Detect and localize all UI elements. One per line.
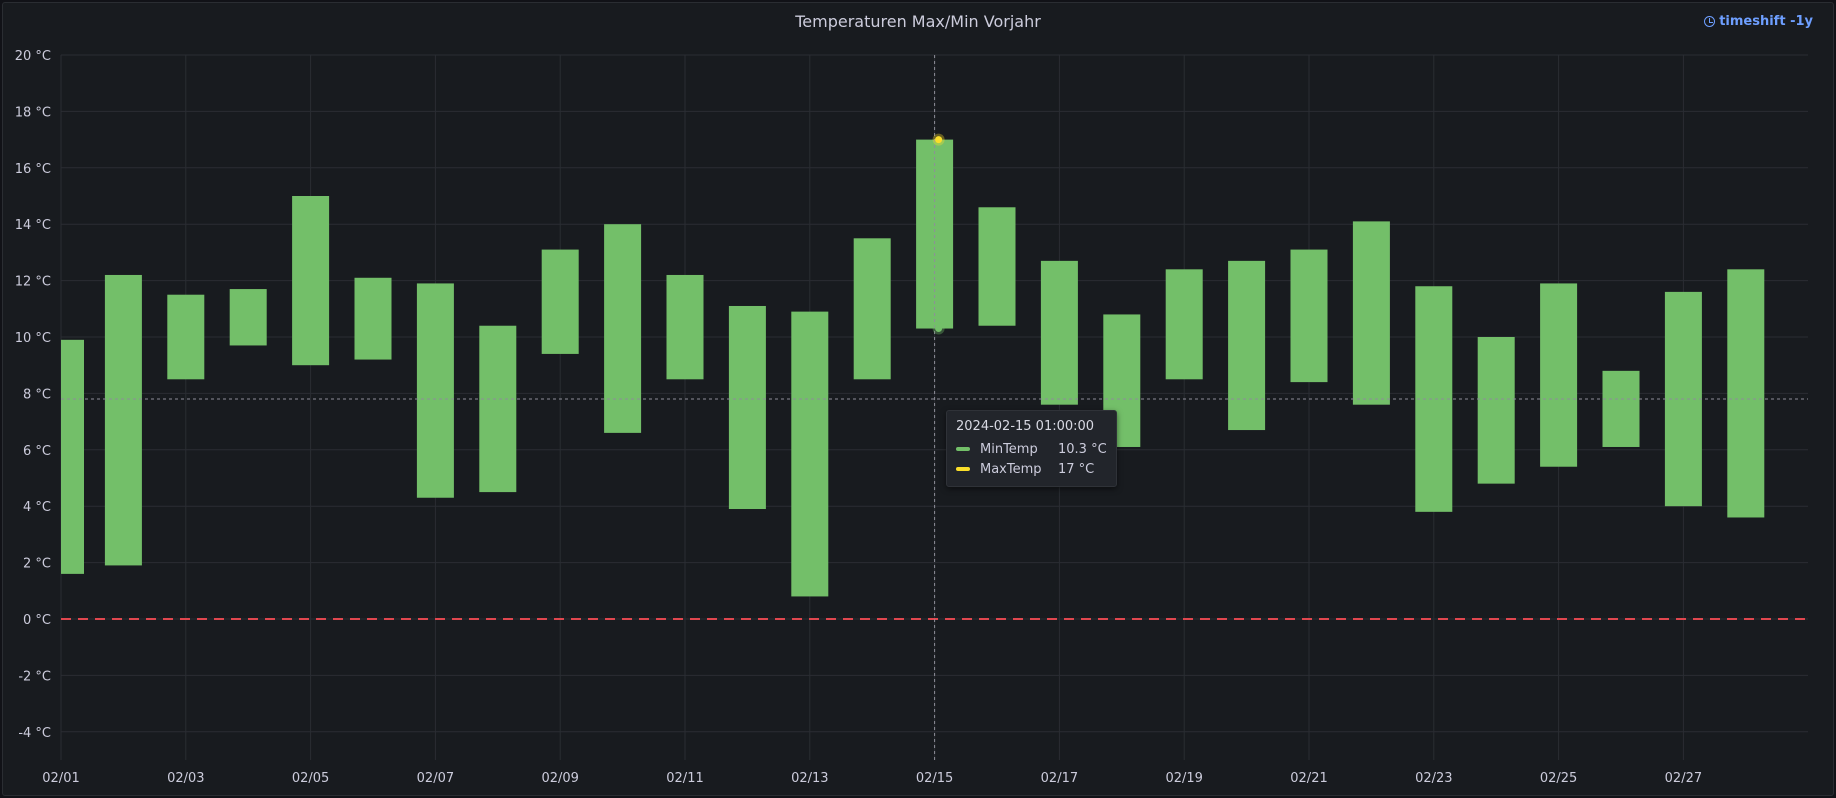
y-axis: -4 °C -2 °C 0 °C 2 °C 4 °C 6 °C 8 °C 10 °C 12 °C… — [15, 49, 51, 741]
timeshift-indicator: timeshift -1y — [1704, 14, 1813, 29]
temp-range-bar[interactable] — [229, 289, 267, 346]
y-tick-label: 12 °C — [15, 275, 51, 290]
y-tick-label: 0 °C — [23, 613, 51, 628]
series-swatch — [956, 447, 970, 451]
x-tick-label: 02/13 — [791, 771, 828, 786]
y-tick-label: -4 °C — [18, 726, 51, 741]
x-tick-label: 02/23 — [1415, 771, 1452, 786]
x-tick-label: 02/17 — [1041, 771, 1078, 786]
tooltip-series-value: 17 °C — [1058, 461, 1095, 477]
clock-icon — [1704, 16, 1716, 27]
panel-title: Temperaturen Max/Min Vorjahr — [795, 12, 1041, 31]
temp-range-bar[interactable] — [1165, 269, 1203, 380]
tooltip-time: 2024-02-15 01:00:00 — [956, 419, 1095, 434]
min-point — [935, 325, 943, 333]
temp-range-bar[interactable] — [167, 294, 205, 380]
y-tick-label: 6 °C — [23, 444, 51, 459]
x-tick-label: 02/25 — [1540, 771, 1577, 786]
series-swatch — [956, 467, 970, 471]
temp-range-bar[interactable] — [728, 305, 766, 510]
x-tick-label: 02/09 — [541, 771, 578, 786]
temp-range-bar[interactable] — [416, 283, 454, 498]
x-tick-label: 02/27 — [1665, 771, 1702, 786]
tooltip-row-max: MaxTemp 17 °C — [956, 459, 1107, 479]
timeshift-label: timeshift -1y — [1719, 14, 1813, 29]
temp-range-bar[interactable] — [1602, 370, 1640, 447]
y-tick-label: 2 °C — [23, 557, 51, 572]
temp-range-bar[interactable] — [61, 339, 84, 574]
temp-range-bar[interactable] — [1352, 221, 1390, 405]
x-axis: 02/01 02/03 02/05 02/07 02/09 02/11 02/13 02/15… — [42, 771, 1702, 786]
x-tick-label: 02/05 — [292, 771, 329, 786]
temp-range-bar[interactable] — [104, 274, 142, 566]
tooltip-series-value: 10.3 °C — [1058, 441, 1107, 457]
temp-range-bar[interactable] — [479, 325, 517, 493]
y-tick-label: 4 °C — [23, 500, 51, 515]
temp-range-bar[interactable] — [604, 224, 642, 433]
temp-range-bar[interactable] — [1477, 337, 1515, 484]
x-tick-label: 02/15 — [916, 771, 953, 786]
y-tick-label: 10 °C — [15, 331, 51, 346]
x-tick-label: 02/07 — [417, 771, 454, 786]
temp-range-bar[interactable] — [666, 274, 704, 380]
x-tick-label: 02/11 — [666, 771, 703, 786]
bars-layer — [61, 139, 1765, 597]
temp-range-bar[interactable] — [1290, 249, 1328, 383]
x-tick-label: 02/21 — [1290, 771, 1327, 786]
temp-range-bar[interactable] — [853, 238, 891, 380]
x-tick-label: 02/01 — [42, 771, 79, 786]
temp-range-bar[interactable] — [292, 196, 330, 366]
hover-points-layer — [932, 133, 945, 335]
temp-range-bar[interactable] — [1540, 283, 1578, 467]
tooltip-series-label: MaxTemp — [980, 461, 1042, 477]
y-tick-label: 14 °C — [15, 218, 51, 233]
tooltip-series-label: MinTemp — [980, 441, 1038, 457]
temp-range-bar[interactable] — [1040, 260, 1078, 405]
x-tick-label: 02/19 — [1165, 771, 1202, 786]
y-tick-label: -2 °C — [18, 669, 51, 684]
temp-range-bar[interactable] — [1727, 269, 1765, 518]
temp-range-bar[interactable] — [354, 277, 392, 360]
temp-range-bar[interactable] — [916, 139, 954, 329]
y-tick-label: 16 °C — [15, 162, 51, 177]
temp-range-bar[interactable] — [541, 249, 579, 354]
tooltip-row-min: MinTemp 10.3 °C — [956, 439, 1107, 459]
temp-range-bar[interactable] — [1228, 260, 1266, 431]
max-point — [935, 136, 943, 144]
y-tick-label: 20 °C — [15, 49, 51, 64]
temp-range-bar[interactable] — [791, 311, 829, 597]
x-tick-label: 02/03 — [167, 771, 204, 786]
chart-tooltip: 2024-02-15 01:00:00 MinTemp 10.3 °C MaxT… — [946, 410, 1117, 487]
y-tick-label: 18 °C — [15, 105, 51, 120]
y-tick-label: 8 °C — [23, 387, 51, 402]
temp-range-bar[interactable] — [1415, 286, 1453, 512]
temp-range-bar[interactable] — [978, 207, 1016, 326]
